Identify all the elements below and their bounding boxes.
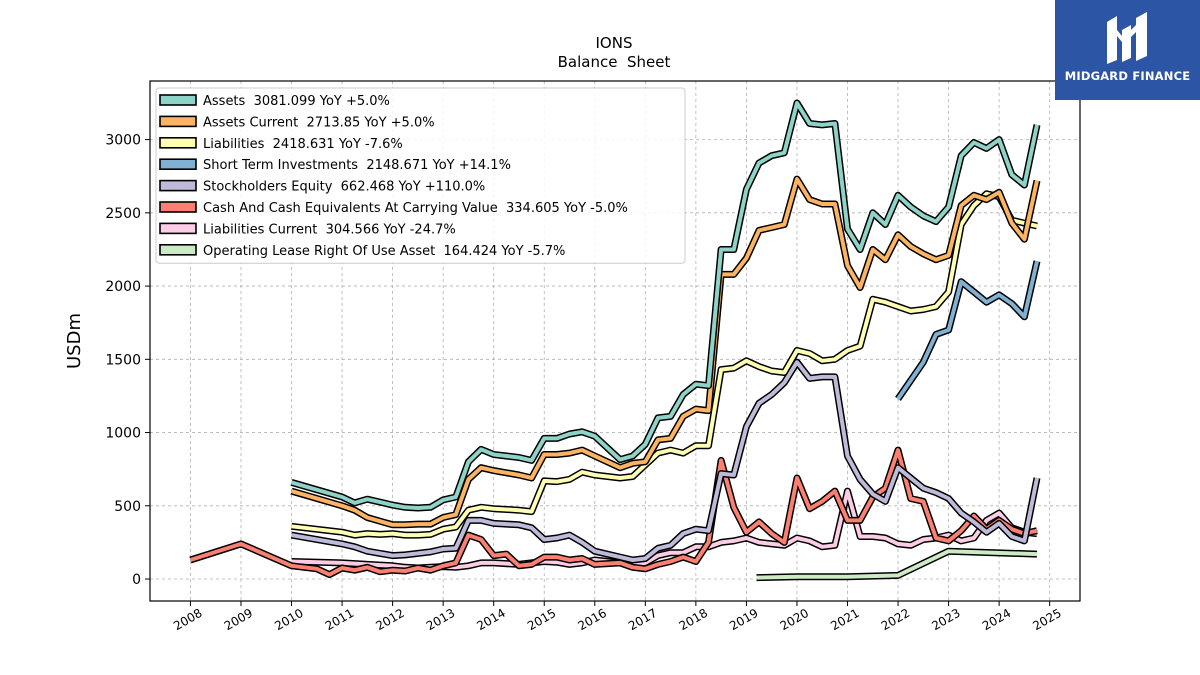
y-tick-label: 1500: [105, 352, 141, 368]
legend-swatch: [159, 158, 197, 170]
brand-name: MIDGARD FINANCE: [1064, 69, 1191, 83]
y-tick-label: 0: [132, 572, 141, 588]
legend-swatch: [159, 115, 197, 128]
legend-swatch: [159, 222, 197, 235]
legend: Assets 3081.099 YoY +5.0% Assets Current …: [155, 87, 686, 264]
series-line-outline: [895, 260, 1041, 401]
legend-swatch: [159, 201, 197, 213]
x-tick-label: 2018: [677, 606, 710, 633]
x-tick-label: 2021: [828, 606, 861, 633]
legend-swatch: [159, 179, 197, 192]
x-tick-label: 2013: [424, 606, 457, 633]
legend-entry: Liabilities Current 304.566 YoY -24.7%: [203, 222, 456, 237]
legend-entry: Assets 3081.099 YoY +5.0%: [203, 94, 390, 109]
series-line: [290, 177, 1039, 527]
series-line-outline: [290, 358, 1041, 564]
series-line: [189, 448, 1038, 577]
y-tick-label: 2500: [105, 206, 141, 222]
y-tick-label: 2000: [105, 279, 141, 295]
legend-entry: Liabilities 2418.631 YoY -7.6%: [203, 137, 403, 152]
x-tick-label: 2015: [525, 606, 558, 633]
y-axis-label: USDm: [64, 313, 85, 369]
plot-frame: [149, 80, 1081, 602]
x-tick-label: 2014: [474, 606, 507, 633]
x-tick-label: 2010: [272, 606, 305, 633]
x-tick-label: 2025: [1030, 606, 1063, 633]
series-line: [291, 191, 1038, 538]
legend-entry: Assets Current 2713.85 YoY +5.0%: [203, 115, 435, 130]
x-tick-label: 2023: [929, 606, 962, 633]
series-lines: [189, 99, 1041, 582]
legend-entry: Short Term Investments 2148.671 YoY +14.…: [203, 158, 511, 173]
midgard-m-logo-icon: [1107, 12, 1147, 64]
series-line: [291, 360, 1039, 562]
y-tick-label: 1000: [105, 426, 141, 442]
legend-entry: Cash And Cash Equivalents At Carrying Va…: [203, 201, 628, 216]
legend-swatch: [159, 244, 197, 256]
y-tick-label: 3000: [105, 133, 141, 149]
series-line: [756, 549, 1038, 580]
legend-swatch: [159, 94, 197, 106]
x-tick-label: 2009: [222, 606, 255, 633]
x-tick-label: 2022: [879, 606, 912, 633]
series-line: [290, 101, 1039, 510]
series-line: [896, 260, 1039, 401]
x-tick-label: 2008: [171, 606, 204, 633]
x-tick-label: 2012: [373, 606, 406, 633]
brand-logo: MIDGARD FINANCE: [1055, 0, 1200, 100]
x-tick-label: 2011: [323, 606, 356, 633]
legend-swatch: [159, 137, 197, 149]
x-tick-label: 2017: [626, 606, 659, 633]
chart-subtitle: Balance Sheet: [558, 53, 671, 71]
x-tick-label: 2016: [576, 606, 609, 633]
x-tick-label: 2020: [778, 606, 811, 633]
legend-entry: Operating Lease Right Of Use Asset 164.4…: [203, 244, 565, 259]
legend-box: [155, 87, 686, 264]
y-tick-label: 500: [114, 499, 141, 515]
chart-title: IONS: [596, 34, 633, 52]
x-tick-label: 2024: [980, 606, 1013, 633]
x-tick-label: 2019: [727, 606, 760, 633]
legend-entry: Stockholders Equity 662.468 YoY +110.0%: [203, 180, 485, 195]
